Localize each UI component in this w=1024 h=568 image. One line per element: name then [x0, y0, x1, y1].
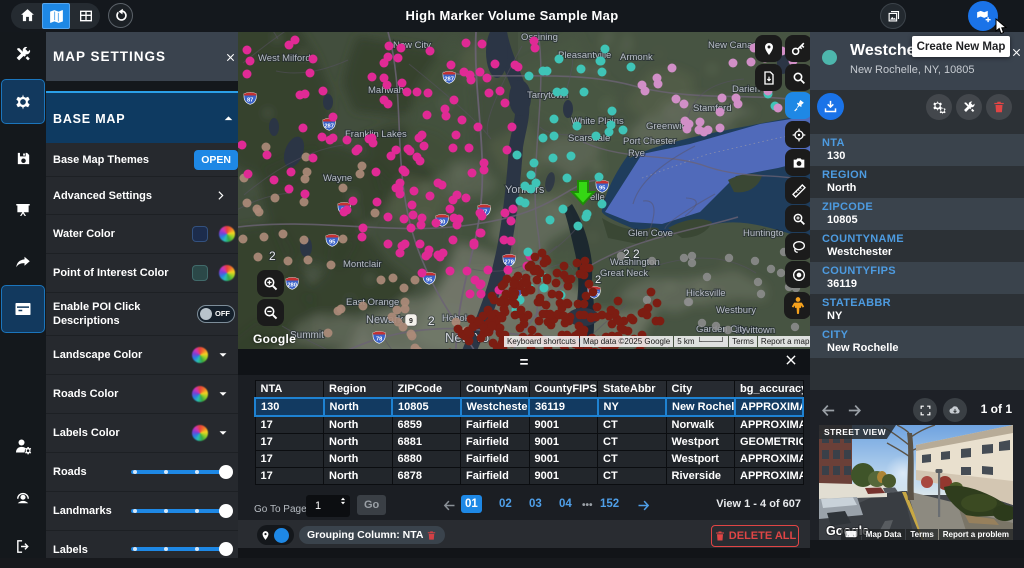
svg-text:Glen Cove: Glen Cove: [628, 228, 673, 239]
svg-text:95: 95: [329, 240, 336, 246]
svg-text:95: 95: [426, 278, 433, 284]
svg-text:Montclair: Montclair: [343, 259, 382, 270]
svg-text:2: 2: [428, 314, 435, 328]
svg-text:West Milford: West Milford: [258, 53, 311, 64]
svg-text:78: 78: [376, 337, 382, 343]
svg-text:278: 278: [504, 260, 514, 266]
svg-text:Westbury: Westbury: [716, 305, 756, 316]
svg-text:2: 2: [269, 249, 276, 263]
svg-text:Mahwah: Mahwah: [368, 85, 404, 96]
svg-text:2: 2: [595, 274, 601, 286]
svg-text:9: 9: [409, 318, 413, 325]
svg-text:Scarsdale: Scarsdale: [568, 133, 610, 144]
svg-text:2 2: 2 2: [623, 247, 640, 261]
svg-text:287: 287: [324, 124, 334, 130]
svg-text:Wayne: Wayne: [323, 173, 352, 184]
svg-text:East Orange: East Orange: [346, 297, 399, 308]
svg-text:Huntingto: Huntingto: [743, 228, 784, 239]
svg-text:287: 287: [444, 77, 454, 83]
svg-text:Darien: Darien: [732, 84, 760, 95]
svg-text:95: 95: [599, 186, 606, 192]
svg-text:Summit: Summit: [290, 330, 324, 341]
svg-text:Hicksville: Hicksville: [686, 288, 726, 299]
svg-text:Armonk: Armonk: [620, 52, 653, 63]
svg-text:Franklin Lakes: Franklin Lakes: [345, 129, 407, 140]
svg-text:Stamford: Stamford: [693, 103, 732, 114]
svg-text:Levittown: Levittown: [735, 325, 775, 336]
svg-text:280: 280: [287, 283, 297, 289]
svg-text:Garden City: Garden City: [696, 324, 747, 335]
svg-text:Greenwich: Greenwich: [646, 121, 691, 132]
svg-text:Ossining: Ossining: [521, 32, 558, 43]
svg-text:80: 80: [439, 220, 445, 226]
svg-text:Great Neck: Great Neck: [600, 268, 648, 279]
svg-text:Port Chester: Port Chester: [623, 136, 676, 147]
svg-text:87: 87: [247, 98, 253, 104]
svg-text:Rye: Rye: [628, 148, 645, 159]
